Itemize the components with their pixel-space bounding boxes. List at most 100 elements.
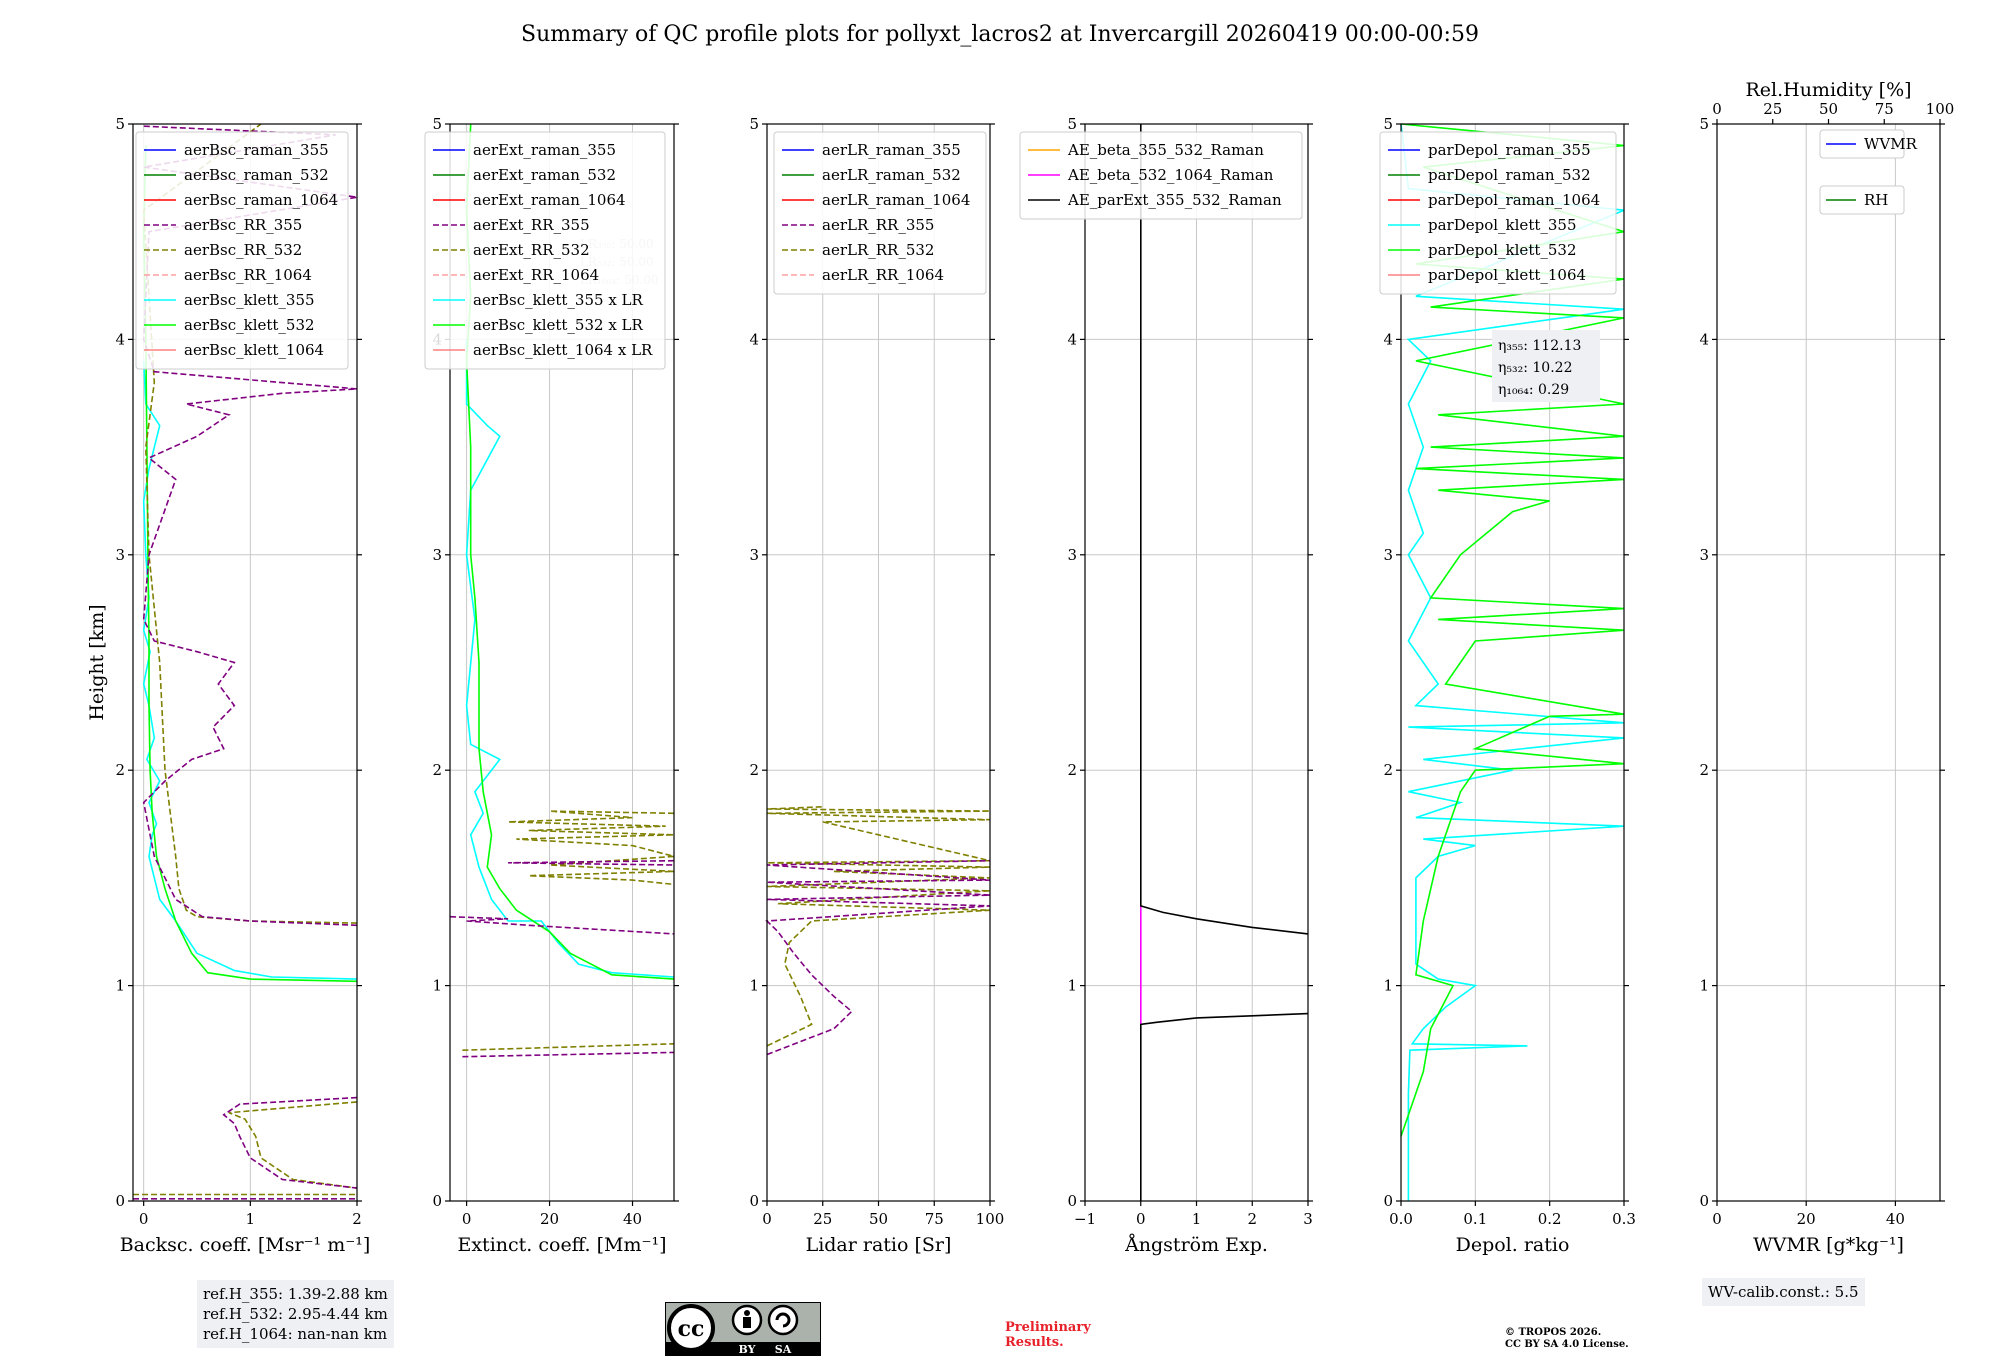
legend-label: aerLR_raman_355 bbox=[822, 141, 961, 159]
y-tick-label: 5 bbox=[1067, 115, 1077, 133]
legend-label: parDepol_raman_1064 bbox=[1428, 191, 1600, 209]
top-x-tick-label: 25 bbox=[1763, 100, 1782, 118]
series-line-AE_parExt_355_532 bbox=[1140, 1012, 1309, 1201]
y-tick-label: 0 bbox=[1383, 1192, 1393, 1210]
legend-label: aerLR_raman_532 bbox=[822, 166, 961, 184]
series-line-aerBsc_RR_355_low bbox=[222, 1096, 358, 1189]
x-axis-label: Ångström Exp. bbox=[1124, 1234, 1268, 1256]
legend-label: aerBsc_klett_355 x LR bbox=[473, 291, 644, 309]
x-tick-label: 0 bbox=[462, 1210, 472, 1228]
y-tick-label: 2 bbox=[432, 761, 442, 779]
x-tick-label: 0 bbox=[1712, 1210, 1722, 1228]
panel-wvmr: 0 20 40 0 1 2 3 4 5 WVMR [g*kg⁻¹] 0 25 50 75 100 Rel.Hu… bbox=[1699, 79, 1954, 1256]
y-tick-label: 2 bbox=[1383, 761, 1393, 779]
wv-calibration-box: WV-calib.const.: 5.5 bbox=[1702, 1278, 1865, 1306]
cc-sa-label: SA bbox=[775, 1343, 792, 1356]
top-x-tick-label: 75 bbox=[1875, 100, 1894, 118]
x-tick-label: 0.3 bbox=[1612, 1210, 1636, 1228]
x-tick-label: 2 bbox=[1247, 1210, 1257, 1228]
y-tick-label: 2 bbox=[1067, 761, 1077, 779]
series-line-RR_355_low bbox=[462, 1051, 675, 1058]
x-tick-label: 0.0 bbox=[1389, 1210, 1413, 1228]
legend-wvmr: WVMR RH bbox=[1819, 129, 1918, 215]
series-line-AE_parExt_355_532_b bbox=[1140, 124, 1309, 935]
eta-annotation-text: η₅₃₂: 10.22 bbox=[1498, 360, 1572, 376]
figure-title: Summary of QC profile plots for pollyxt_… bbox=[521, 22, 1479, 47]
legend-label: aerBsc_RR_355 bbox=[184, 216, 302, 234]
y-tick-label: 1 bbox=[115, 977, 125, 995]
legend-label: aerBsc_raman_1064 bbox=[184, 191, 338, 209]
series-line-RR_355 bbox=[508, 859, 675, 866]
x-axis-label: Backsc. coeff. [Msr⁻¹ m⁻¹] bbox=[120, 1234, 371, 1256]
x-tick-label: 40 bbox=[1886, 1210, 1905, 1228]
ref-height-1064: ref.H_1064: nan-nan km bbox=[203, 1325, 388, 1343]
x-axis-label: Extinct. coeff. [Mm⁻¹] bbox=[457, 1234, 666, 1256]
legend-depol: parDepol_raman_355 parDepol_raman_532 parD… bbox=[1379, 131, 1617, 295]
x-tick-label: −1 bbox=[1074, 1210, 1096, 1228]
x-tick-label: 2 bbox=[352, 1210, 362, 1228]
legend-label: aerBsc_klett_1064 bbox=[184, 341, 324, 359]
y-tick-label: 2 bbox=[1699, 761, 1709, 779]
legend-frame bbox=[135, 131, 349, 370]
legend-frame bbox=[1819, 185, 1905, 215]
legend-label: parDepol_klett_1064 bbox=[1428, 266, 1586, 284]
y-tick-label: 2 bbox=[115, 761, 125, 779]
y-tick-label: 1 bbox=[1067, 977, 1077, 995]
axes-frame bbox=[132, 123, 358, 1202]
legend-label: aerLR_RR_1064 bbox=[822, 266, 944, 284]
y-tick-label: 1 bbox=[1699, 977, 1709, 995]
preliminary-line-2: Results. bbox=[1005, 1335, 1064, 1350]
x-tick-label: 50 bbox=[869, 1210, 888, 1228]
y-tick-label: 0 bbox=[749, 1192, 759, 1210]
y-tick-label: 3 bbox=[1699, 546, 1709, 564]
legend-label: parDepol_klett_532 bbox=[1428, 241, 1577, 259]
axes-frame bbox=[1716, 123, 1941, 1202]
x-axis-label: WVMR [g*kg⁻¹] bbox=[1753, 1234, 1904, 1256]
wv-calibration-constant: WV-calib.const.: 5.5 bbox=[1708, 1283, 1859, 1301]
legend-label: aerExt_raman_532 bbox=[473, 166, 616, 184]
y-tick-label: 5 bbox=[1699, 115, 1709, 133]
top-x-tick-label: 100 bbox=[1926, 100, 1955, 118]
series-line-aerBsc_RR_532_low bbox=[228, 1101, 358, 1189]
y-tick-label: 4 bbox=[749, 330, 759, 348]
reference-height-box: ref.H_355: 1.39-2.88 km ref.H_532: 2.95-… bbox=[197, 1280, 394, 1348]
y-tick-label: 4 bbox=[1067, 330, 1077, 348]
series-line-klett_532 bbox=[1400, 123, 1625, 1137]
series-line-klett_355 bbox=[1400, 123, 1625, 1201]
legend-frame bbox=[1379, 131, 1617, 295]
top-x-tick-label: 0 bbox=[1712, 100, 1722, 118]
legend-label: parDepol_raman_355 bbox=[1428, 141, 1591, 159]
y-tick-label: 3 bbox=[749, 546, 759, 564]
cc-by-sa-license-badge: cc BY SA bbox=[665, 1302, 821, 1356]
x-tick-label: 75 bbox=[925, 1210, 944, 1228]
ref-height-532: ref.H_532: 2.95-4.44 km bbox=[203, 1305, 388, 1323]
y-tick-label: 4 bbox=[1383, 330, 1393, 348]
cc-by-label: BY bbox=[739, 1343, 756, 1356]
y-tick-label: 4 bbox=[115, 330, 125, 348]
x-tick-label: 3 bbox=[1303, 1210, 1313, 1228]
legend-label: AE_beta_532_1064_Raman bbox=[1067, 166, 1274, 184]
legend-label: aerBsc_klett_355 bbox=[184, 291, 315, 309]
x-tick-label: 0.1 bbox=[1463, 1210, 1487, 1228]
y-tick-label: 0 bbox=[432, 1192, 442, 1210]
legend-label: parDepol_raman_532 bbox=[1428, 166, 1591, 184]
y-tick-label: 3 bbox=[1383, 546, 1393, 564]
axes-frame bbox=[1400, 123, 1625, 1202]
y-tick-label: 5 bbox=[1383, 115, 1393, 133]
series-line-aerBsc_klett_532 bbox=[142, 145, 358, 983]
x-tick-label: 0 bbox=[139, 1210, 149, 1228]
legend-label: AE_parExt_355_532_Raman bbox=[1067, 191, 1282, 209]
legend-label: WVMR bbox=[1864, 135, 1918, 153]
copyright-line-1: © TROPOS 2026. bbox=[1505, 1327, 1602, 1338]
legend-lidarratio: aerLR_raman_355 aerLR_raman_532 aerLR_rama… bbox=[773, 131, 987, 295]
y-tick-label: 0 bbox=[1067, 1192, 1077, 1210]
eta-annotation-text: η₃₅₅: 112.13 bbox=[1498, 338, 1581, 354]
legend-label: aerExt_raman_355 bbox=[473, 141, 616, 159]
axes-frame bbox=[449, 123, 675, 1202]
x-tick-label: 100 bbox=[976, 1210, 1005, 1228]
x-tick-label: 20 bbox=[540, 1210, 559, 1228]
y-tick-label: 4 bbox=[1699, 330, 1709, 348]
legend-frame bbox=[424, 131, 666, 370]
legend-frame bbox=[1819, 129, 1905, 159]
